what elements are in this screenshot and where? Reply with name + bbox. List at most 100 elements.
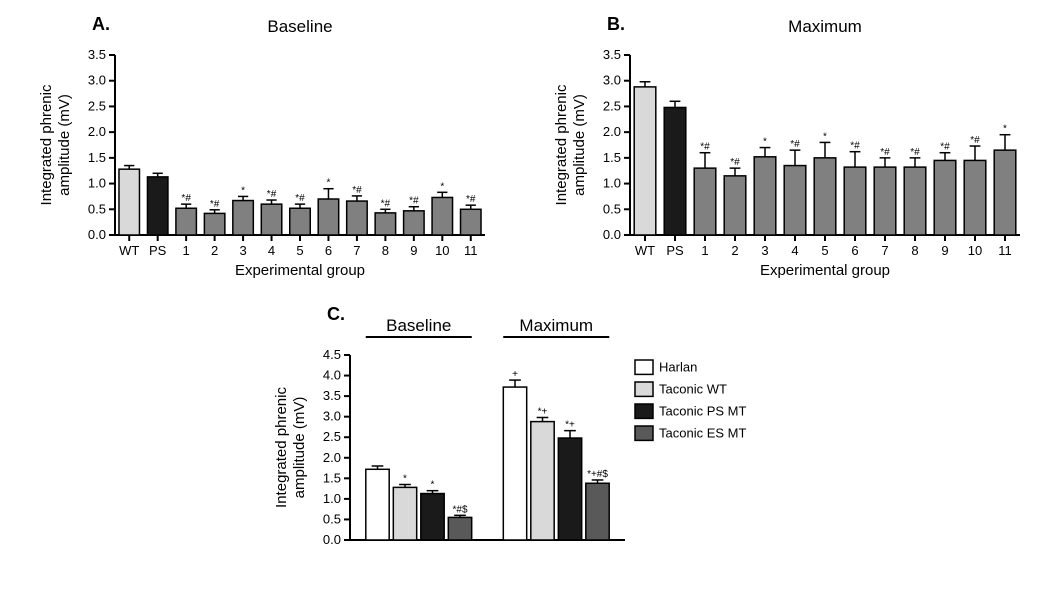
panel-a: A. Baseline 0.0 0.5 1.0 1.5 2.0 2.5 3.0 3.5 Integr…	[30, 10, 500, 290]
svg-text:amplitude (mV): amplitude (mV)	[56, 94, 73, 196]
svg-text:1: 1	[701, 243, 708, 258]
svg-text:Integrated phrenic: Integrated phrenic	[553, 84, 570, 205]
svg-text:WT: WT	[635, 243, 655, 258]
svg-text:1.0: 1.0	[603, 176, 621, 191]
svg-text:*#: *#	[790, 139, 800, 150]
svg-text:Taconic PS MT: Taconic PS MT	[659, 404, 746, 419]
svg-text:B.: B.	[607, 14, 625, 34]
svg-text:*#: *#	[910, 147, 920, 158]
panel-c: C.0.00.51.01.52.02.53.03.54.04.5Integrat…	[265, 300, 805, 590]
svg-text:1.5: 1.5	[88, 150, 106, 165]
svg-text:Harlan: Harlan	[659, 360, 697, 375]
svg-text:*+: *+	[538, 406, 548, 417]
svg-text:*#: *#	[210, 199, 220, 210]
svg-text:3.0: 3.0	[88, 73, 106, 88]
svg-text:3.5: 3.5	[603, 47, 621, 62]
svg-text:1.5: 1.5	[603, 150, 621, 165]
svg-text:*#: *#	[409, 196, 419, 207]
svg-text:2.0: 2.0	[88, 124, 106, 139]
svg-text:2.5: 2.5	[88, 98, 106, 113]
svg-text:amplitude (mV): amplitude (mV)	[571, 94, 588, 196]
svg-text:Experimental group: Experimental group	[235, 262, 365, 279]
svg-text:4: 4	[791, 243, 798, 258]
svg-text:*#: *#	[880, 147, 890, 158]
svg-text:*+#$: *+#$	[587, 469, 608, 480]
svg-text:*: *	[327, 178, 331, 189]
svg-text:Baseline: Baseline	[267, 17, 332, 36]
svg-text:0.5: 0.5	[603, 201, 621, 216]
svg-text:2: 2	[731, 243, 738, 258]
svg-text:2.0: 2.0	[603, 124, 621, 139]
svg-text:4: 4	[268, 243, 275, 258]
svg-text:3.0: 3.0	[323, 409, 341, 424]
svg-text:Taconic WT: Taconic WT	[659, 382, 727, 397]
svg-text:*: *	[241, 185, 245, 196]
svg-text:*#: *#	[700, 142, 710, 153]
panel-b: B.Maximum0.00.51.01.52.02.53.03.5Integra…	[545, 10, 1035, 290]
svg-text:0.0: 0.0	[603, 227, 621, 242]
svg-text:0.0: 0.0	[323, 532, 341, 547]
svg-text:8: 8	[911, 243, 918, 258]
svg-text:*#: *#	[352, 185, 362, 196]
svg-text:*: *	[403, 474, 407, 485]
svg-text:*#: *#	[850, 141, 860, 152]
svg-text:*#: *#	[267, 189, 277, 200]
svg-text:PS: PS	[149, 243, 167, 258]
svg-text:+: +	[512, 369, 518, 380]
svg-text:*: *	[440, 181, 444, 192]
svg-text:8: 8	[382, 243, 389, 258]
svg-text:11: 11	[464, 243, 478, 258]
svg-text:3: 3	[239, 243, 246, 258]
svg-text:2.5: 2.5	[323, 429, 341, 444]
svg-text:4.5: 4.5	[323, 347, 341, 362]
figure: A. Baseline 0.0 0.5 1.0 1.5 2.0 2.5 3.0 3.5 Integr…	[0, 0, 1050, 599]
svg-text:Taconic ES MT: Taconic ES MT	[659, 426, 746, 441]
svg-text:*#: *#	[295, 193, 305, 204]
svg-text:*: *	[763, 137, 767, 148]
svg-text:Maximum: Maximum	[519, 316, 593, 335]
svg-text:Integrated phrenic: Integrated phrenic	[38, 84, 55, 205]
svg-text:6: 6	[325, 243, 332, 258]
svg-text:5: 5	[821, 243, 828, 258]
svg-text:Experimental group: Experimental group	[760, 262, 890, 279]
svg-text:10: 10	[435, 243, 449, 258]
svg-text:1: 1	[183, 243, 190, 258]
svg-text:6: 6	[851, 243, 858, 258]
svg-text:10: 10	[968, 243, 982, 258]
svg-text:3: 3	[761, 243, 768, 258]
svg-text:amplitude (mV): amplitude (mV)	[291, 397, 308, 499]
svg-text:11: 11	[998, 243, 1012, 258]
svg-text:9: 9	[410, 243, 417, 258]
svg-text:1.0: 1.0	[88, 176, 106, 191]
svg-text:*#: *#	[466, 194, 476, 205]
svg-text:1.5: 1.5	[323, 470, 341, 485]
svg-text:1.0: 1.0	[323, 491, 341, 506]
svg-text:A.: A.	[92, 14, 110, 34]
svg-text:*#: *#	[381, 198, 391, 209]
svg-text:WT: WT	[119, 243, 139, 258]
svg-text:9: 9	[941, 243, 948, 258]
svg-text:*#: *#	[181, 193, 191, 204]
svg-text:Baseline: Baseline	[386, 316, 451, 335]
svg-text:0.0: 0.0	[88, 227, 106, 242]
svg-text:Integrated phrenic: Integrated phrenic	[273, 387, 290, 508]
svg-text:*#: *#	[970, 135, 980, 146]
svg-text:2.5: 2.5	[603, 98, 621, 113]
svg-text:C.: C.	[327, 304, 345, 324]
svg-text:*: *	[431, 480, 435, 491]
svg-text:3.5: 3.5	[88, 47, 106, 62]
svg-text:3.5: 3.5	[323, 388, 341, 403]
svg-text:7: 7	[353, 243, 360, 258]
svg-text:4.0: 4.0	[323, 368, 341, 383]
svg-text:*#: *#	[730, 157, 740, 168]
svg-text:0.5: 0.5	[88, 201, 106, 216]
svg-text:2: 2	[211, 243, 218, 258]
svg-text:*: *	[1003, 124, 1007, 135]
svg-text:PS: PS	[666, 243, 684, 258]
svg-text:3.0: 3.0	[603, 73, 621, 88]
svg-text:*#$: *#$	[452, 504, 467, 515]
svg-text:*: *	[823, 131, 827, 142]
svg-text:*+: *+	[565, 420, 575, 431]
svg-text:7: 7	[881, 243, 888, 258]
svg-text:0.5: 0.5	[323, 511, 341, 526]
